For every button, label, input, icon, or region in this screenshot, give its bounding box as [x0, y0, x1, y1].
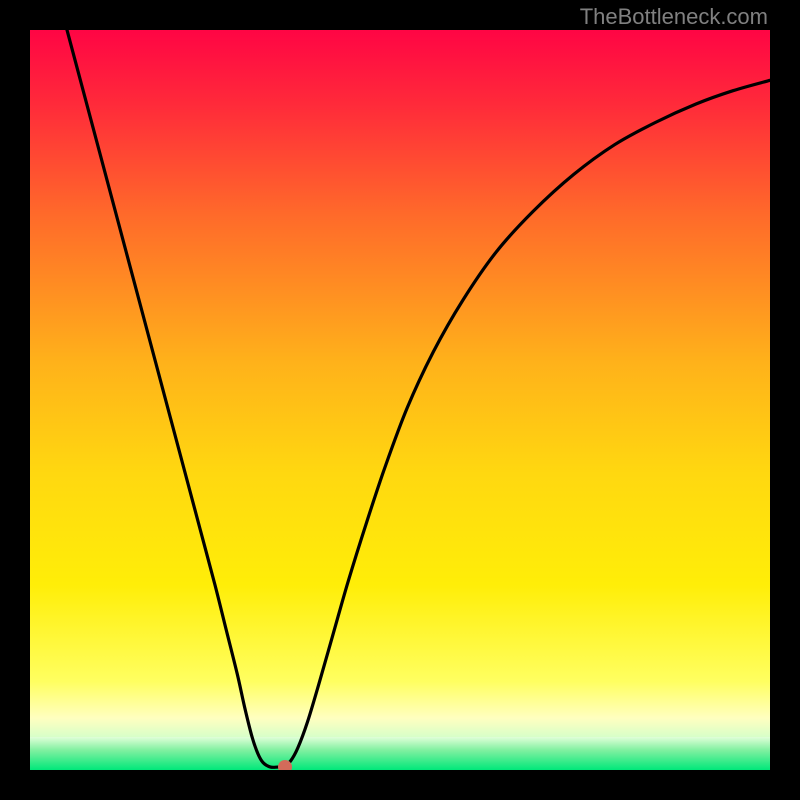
plot-area — [30, 30, 770, 770]
border-bottom — [0, 770, 800, 800]
border-right — [770, 0, 800, 800]
minimum-marker-dot — [278, 760, 292, 770]
chart-container: TheBottleneck.com — [0, 0, 800, 800]
border-left — [0, 0, 30, 800]
bottleneck-curve — [30, 30, 770, 770]
watermark-text: TheBottleneck.com — [580, 4, 768, 30]
